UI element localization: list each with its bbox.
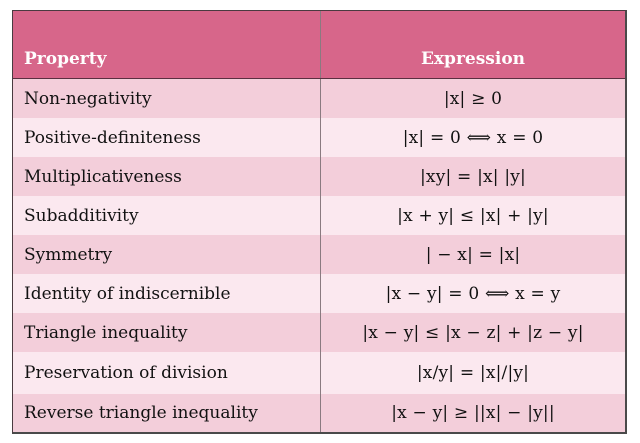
- expression-cell: |x + y| ≤ |x| + |y|: [397, 205, 549, 226]
- expression-cell: |xy| = |x| |y|: [419, 166, 526, 187]
- table-row: Multiplicativeness |xy| = |x| |y|: [13, 157, 625, 196]
- expression-cell: |x − y| = 0 ⟺ x = y: [385, 283, 561, 304]
- property-cell: Subadditivity: [13, 196, 321, 235]
- property-cell: Preservation of division: [13, 352, 321, 394]
- table-row: Triangle inequality |x − y| ≤ |x − z| + …: [13, 313, 625, 352]
- table-row: Preservation of division |x/y| = |x|/|y|: [13, 352, 625, 394]
- property-cell: Positive-definiteness: [13, 118, 321, 157]
- header-property: Property: [13, 11, 321, 78]
- property-cell: Symmetry: [13, 235, 321, 274]
- table-header-row: Property Expression: [13, 11, 625, 79]
- expression-cell: |x/y| = |x|/|y|: [416, 363, 530, 383]
- table-row: Symmetry | − x| = |x|: [13, 235, 625, 274]
- property-cell: Identity of indiscernible: [13, 274, 321, 313]
- expression-cell: |x| = 0 ⟺ x = 0: [402, 127, 544, 148]
- property-cell: Triangle inequality: [13, 313, 321, 352]
- expression-cell: |x − y| ≤ |x − z| + |z − y|: [362, 322, 584, 343]
- table-row: Subadditivity |x + y| ≤ |x| + |y|: [13, 196, 625, 235]
- table-row: Non-negativity |x| ≥ 0: [13, 79, 625, 118]
- property-cell: Multiplicativeness: [13, 157, 321, 196]
- expression-cell: |x − y| ≥ ||x| − |y||: [391, 403, 555, 423]
- table-row: Reverse triangle inequality |x − y| ≥ ||…: [13, 394, 625, 432]
- table-row: Identity of indiscernible |x − y| = 0 ⟺ …: [13, 274, 625, 313]
- properties-table: Property Expression Non-negativity |x| ≥…: [12, 10, 627, 434]
- table-row: Positive-definiteness |x| = 0 ⟺ x = 0: [13, 118, 625, 157]
- property-cell: Non-negativity: [13, 79, 321, 118]
- expression-cell: | − x| = |x|: [425, 244, 521, 265]
- property-cell: Reverse triangle inequality: [13, 394, 321, 432]
- header-expression: Expression: [420, 49, 526, 69]
- expression-cell: |x| ≥ 0: [443, 88, 503, 109]
